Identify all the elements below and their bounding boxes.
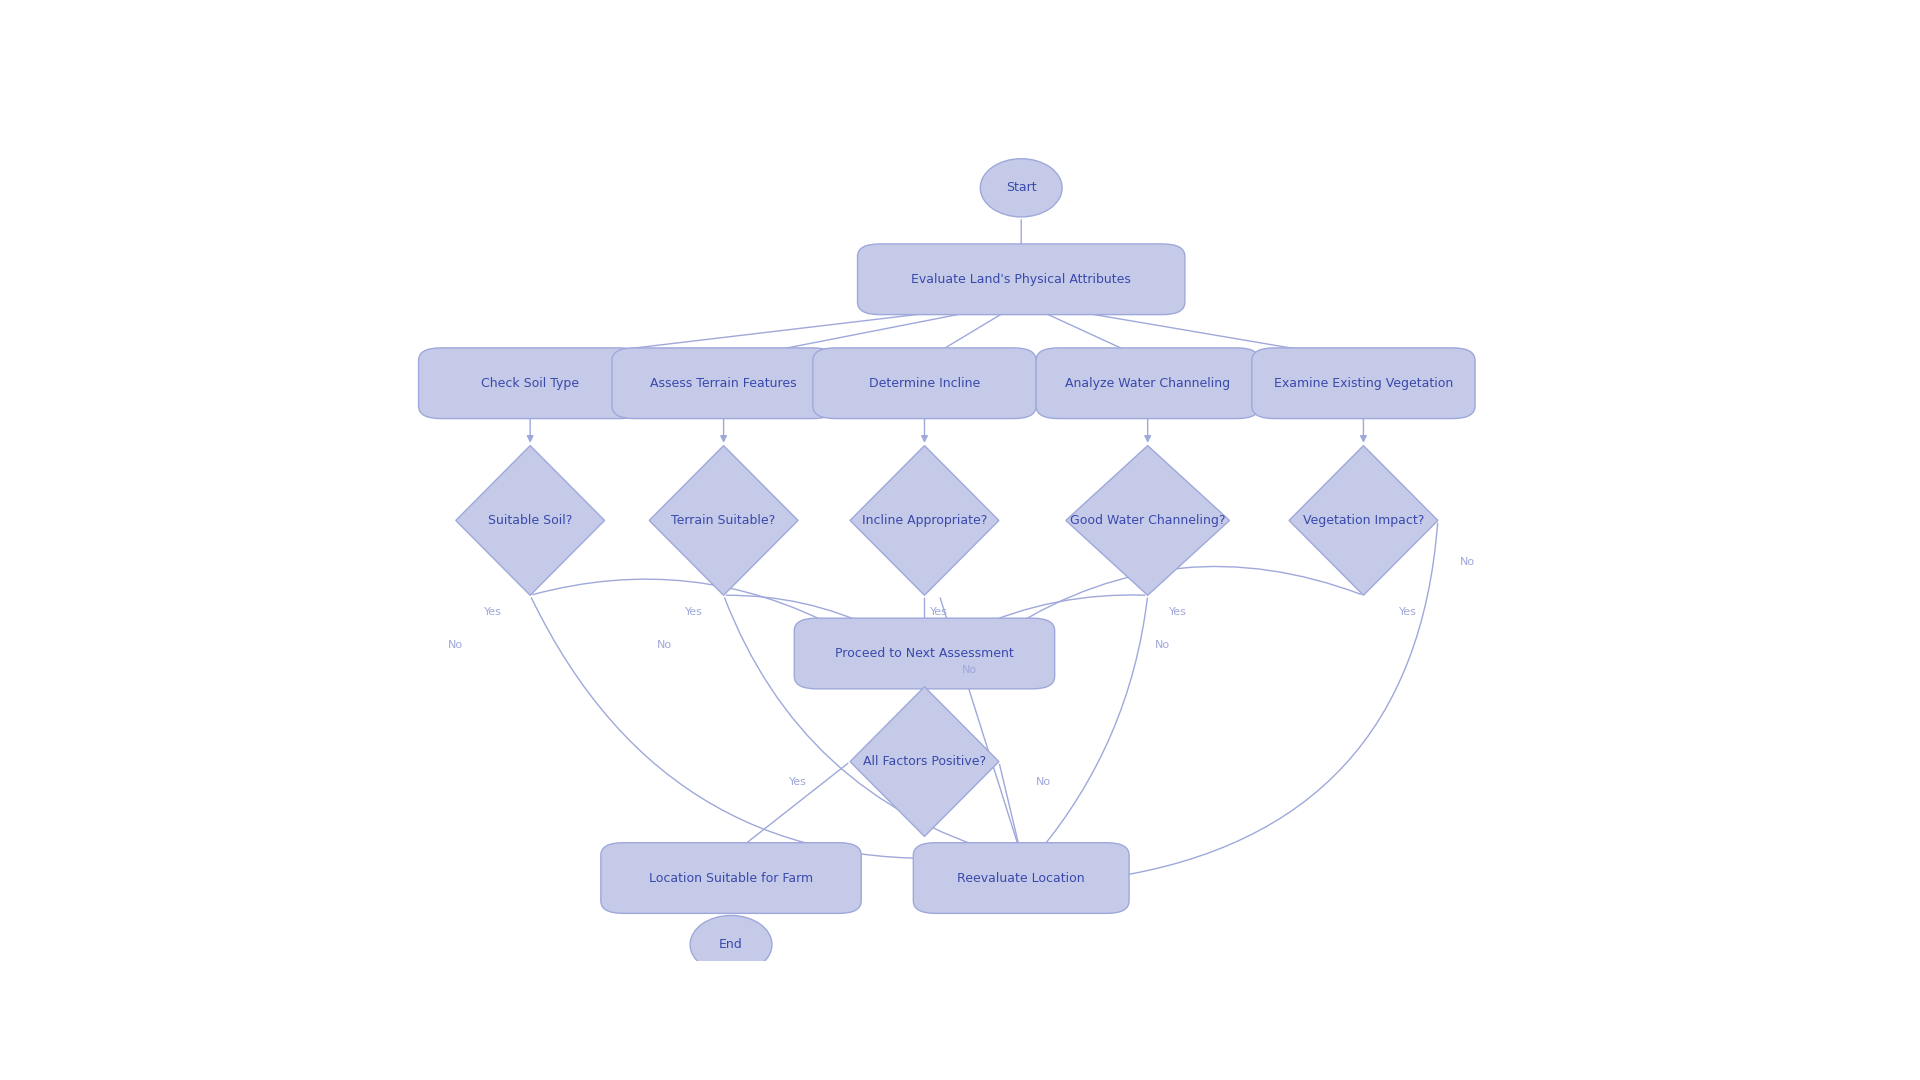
- Text: Good Water Channeling?: Good Water Channeling?: [1069, 514, 1225, 527]
- Text: Check Soil Type: Check Soil Type: [482, 377, 580, 390]
- Text: Suitable Soil?: Suitable Soil?: [488, 514, 572, 527]
- Text: Vegetation Impact?: Vegetation Impact?: [1304, 514, 1425, 527]
- Text: End: End: [720, 939, 743, 951]
- Text: Yes: Yes: [1169, 607, 1187, 617]
- Text: Analyze Water Channeling: Analyze Water Channeling: [1066, 377, 1231, 390]
- FancyBboxPatch shape: [612, 348, 835, 419]
- FancyBboxPatch shape: [1037, 348, 1260, 419]
- Polygon shape: [851, 446, 998, 595]
- Text: No: No: [657, 640, 672, 650]
- FancyBboxPatch shape: [812, 348, 1037, 419]
- Text: Yes: Yes: [931, 607, 948, 617]
- FancyBboxPatch shape: [1252, 348, 1475, 419]
- Text: Yes: Yes: [789, 778, 806, 787]
- Polygon shape: [1288, 446, 1438, 595]
- Text: Determine Incline: Determine Incline: [870, 377, 979, 390]
- Text: Incline Appropriate?: Incline Appropriate?: [862, 514, 987, 527]
- Text: No: No: [1037, 778, 1050, 787]
- Text: Terrain Suitable?: Terrain Suitable?: [672, 514, 776, 527]
- Text: Location Suitable for Farm: Location Suitable for Farm: [649, 872, 812, 885]
- FancyBboxPatch shape: [419, 348, 641, 419]
- Polygon shape: [851, 687, 998, 836]
- Text: No: No: [962, 665, 977, 675]
- Text: Assess Terrain Features: Assess Terrain Features: [651, 377, 797, 390]
- FancyBboxPatch shape: [914, 842, 1129, 914]
- Text: Evaluate Land's Physical Attributes: Evaluate Land's Physical Attributes: [912, 273, 1131, 286]
- Ellipse shape: [981, 159, 1062, 217]
- Polygon shape: [1066, 446, 1229, 595]
- Text: No: No: [1459, 557, 1475, 567]
- Text: No: No: [1156, 640, 1169, 650]
- Text: Yes: Yes: [685, 607, 703, 617]
- Text: Reevaluate Location: Reevaluate Location: [958, 872, 1085, 885]
- FancyBboxPatch shape: [858, 244, 1185, 314]
- Text: No: No: [447, 640, 463, 650]
- FancyBboxPatch shape: [795, 618, 1054, 689]
- Text: All Factors Positive?: All Factors Positive?: [862, 755, 987, 768]
- Polygon shape: [649, 446, 799, 595]
- Text: Proceed to Next Assessment: Proceed to Next Assessment: [835, 647, 1014, 660]
- Polygon shape: [455, 446, 605, 595]
- Text: Yes: Yes: [1400, 607, 1417, 617]
- Ellipse shape: [689, 916, 772, 974]
- Text: Yes: Yes: [484, 607, 501, 617]
- FancyBboxPatch shape: [601, 842, 862, 914]
- Text: Examine Existing Vegetation: Examine Existing Vegetation: [1273, 377, 1453, 390]
- Text: Start: Start: [1006, 181, 1037, 194]
